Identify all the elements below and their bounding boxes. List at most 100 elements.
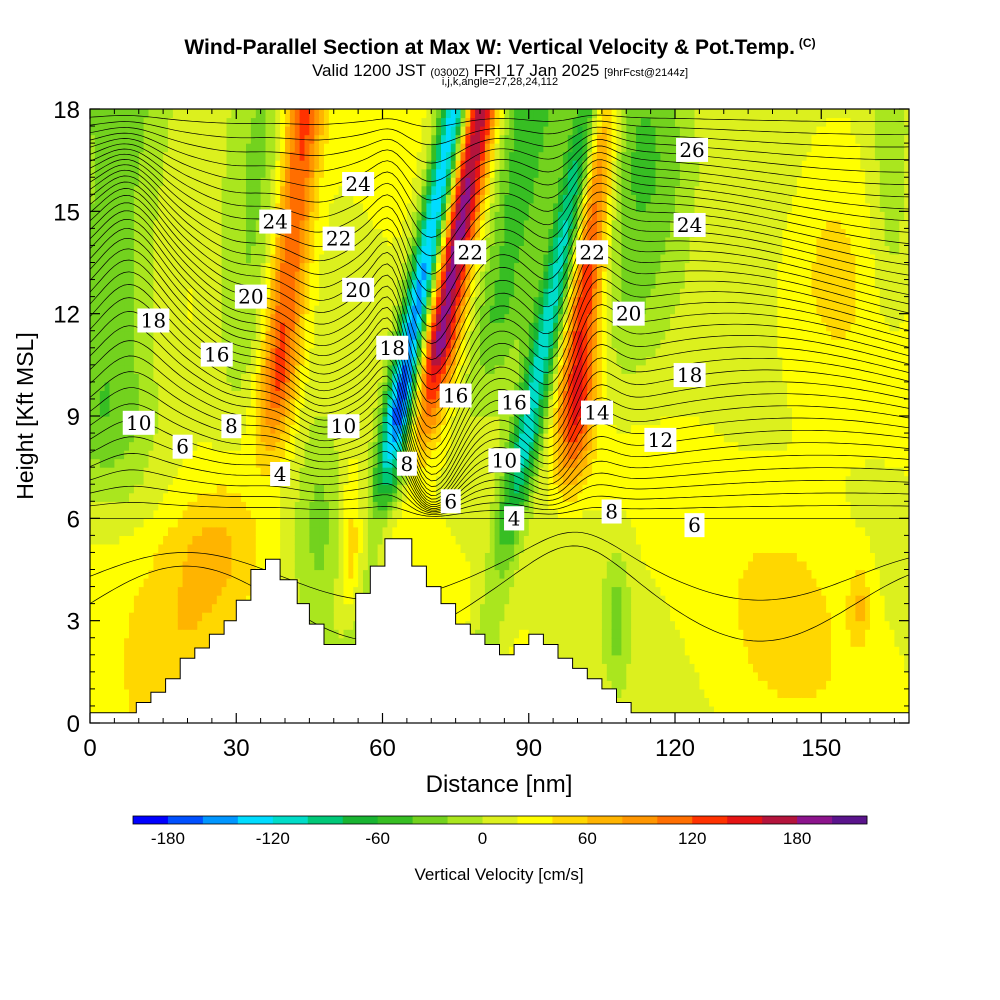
isentrope-line: [90, 237, 909, 440]
colorbar-label: Vertical Velocity [cm/s]: [414, 865, 583, 884]
isentrope-line: [90, 153, 909, 257]
isentrope-line: [90, 148, 909, 238]
isentrope-line: [90, 188, 909, 361]
isentrope-line: [90, 159, 909, 275]
vertical-velocity-field: [90, 109, 909, 723]
isentrope-label: 18: [677, 363, 702, 387]
isentrope-line: [90, 453, 909, 512]
x-tick-label: 120: [655, 735, 695, 762]
isentrope-line: [90, 545, 909, 642]
colorbar-swatch: [762, 816, 798, 824]
colorbar-swatch: [307, 816, 344, 824]
chart-title-text: Wind-Parallel Section at Max W: Vertical…: [184, 36, 795, 59]
colorbar-tick-label: -180: [151, 829, 185, 848]
colorbar-swatch: [342, 816, 379, 824]
colorbar-tick-label: 60: [578, 829, 597, 848]
isentrope-label: 6: [444, 489, 457, 513]
isentrope-label: 8: [605, 500, 618, 524]
y-tick-label: 9: [67, 404, 80, 431]
terrain-profile: [90, 538, 909, 723]
isentrope-label-box: [322, 226, 355, 251]
isentrope-line: [90, 469, 909, 514]
colorbar-tick-label: -60: [365, 829, 390, 848]
isentrope-label-box: [396, 451, 417, 476]
isentrope-label: 16: [204, 343, 229, 367]
isentrope-label: 24: [263, 210, 288, 234]
isentrope-label: 20: [345, 278, 370, 302]
colorbar-swatch: [202, 816, 239, 824]
isentrope-line: [90, 485, 909, 516]
colorbar-swatch: [727, 816, 763, 824]
colorbar-swatch: [447, 816, 483, 824]
colorbar-swatch: [167, 816, 204, 824]
colorbar: -180 -120 -60 0 60 120 180 Vertical Velocity [c…: [132, 815, 868, 884]
colorbar-swatch: [832, 816, 868, 824]
isentrope-label-box: [673, 212, 706, 237]
isentrope-labels: 26 24 24 24 22 22 22 20 20 20 18 18 18 16 16 16 14 12 10 10…: [122, 137, 709, 538]
copyright-mark: (C): [798, 36, 816, 50]
isentrope-label-box: [270, 461, 291, 486]
isentrope-label: 18: [380, 336, 405, 360]
axes: 0 30 60 90 120 150 0 3 6 9 12 15 18 Distance [nm] Heig…: [12, 97, 909, 798]
isentrope-label-box: [259, 209, 292, 234]
isentrope-label-box: [376, 335, 409, 360]
chart-title: Wind-Parallel Section at Max W: Vertical…: [0, 36, 1000, 60]
x-tick-label: 0: [83, 735, 96, 762]
colorbar-swatch: [272, 816, 309, 824]
isentrope-label-box: [684, 513, 705, 538]
y-tick-label: 15: [53, 199, 80, 226]
isentrope-label-box: [673, 363, 706, 388]
isentrope-label: 8: [401, 452, 414, 476]
isentrope-label: 8: [225, 414, 238, 438]
colorbar-swatch: [377, 816, 414, 824]
isentrope-contours: [90, 109, 909, 642]
colorbar-tick-label: 120: [678, 829, 706, 848]
isentrope-label: 24: [677, 213, 702, 237]
isentrope-line: [90, 218, 909, 417]
isentrope-label: 6: [176, 435, 189, 459]
isentrope-label-box: [454, 240, 487, 265]
isentrope-line: [90, 210, 909, 404]
isentrope-line: [90, 164, 909, 293]
isentrope-line: [90, 169, 909, 311]
isentrope-line: [90, 436, 909, 511]
isentrope-label: 10: [331, 414, 356, 438]
x-axis-label: Distance [nm]: [426, 771, 573, 798]
isentrope-line: [90, 325, 909, 492]
isentrope-label-box: [676, 137, 709, 162]
isentrope-label: 4: [508, 506, 521, 530]
isentrope-label-box: [122, 410, 155, 435]
isentrope-label: 10: [126, 411, 151, 435]
colorbar-swatch: [622, 816, 658, 824]
isentrope-line: [90, 502, 909, 517]
isentrope-line: [90, 132, 909, 182]
isentrope-label: 14: [584, 401, 609, 425]
isentrope-label: 22: [579, 240, 604, 264]
terrain: [90, 538, 909, 723]
isentrope-label-box: [504, 506, 525, 531]
isentrope-label: 20: [238, 285, 263, 309]
y-tick-label: 6: [67, 506, 80, 533]
isentrope-label-box: [498, 390, 531, 415]
isentrope-label: 26: [679, 138, 704, 162]
isentrope-line: [90, 340, 909, 496]
isentrope-line: [90, 248, 909, 450]
isentrope-label: 16: [501, 390, 526, 414]
isentrope-label-box: [601, 499, 622, 524]
isentrope-label-box: [137, 308, 170, 333]
colorbar-swatch: [797, 816, 833, 824]
isentrope-label: 24: [345, 172, 370, 196]
colorbar-swatch: [133, 816, 169, 824]
x-tick-label: 90: [515, 735, 542, 762]
indices-line: i,j,k,angle=27,28,24,112: [441, 76, 559, 88]
isentrope-line: [90, 202, 909, 390]
colorbar-swatch: [587, 816, 623, 824]
x-tick-label: 60: [369, 735, 396, 762]
isentrope-line: [90, 143, 909, 220]
colorbar-frame: [132, 815, 868, 825]
y-axis-label: Height [Kft MSL]: [12, 332, 38, 499]
isentrope-label: 12: [648, 428, 673, 452]
isentrope-label-box: [644, 427, 677, 452]
isentrope-line: [90, 138, 909, 201]
